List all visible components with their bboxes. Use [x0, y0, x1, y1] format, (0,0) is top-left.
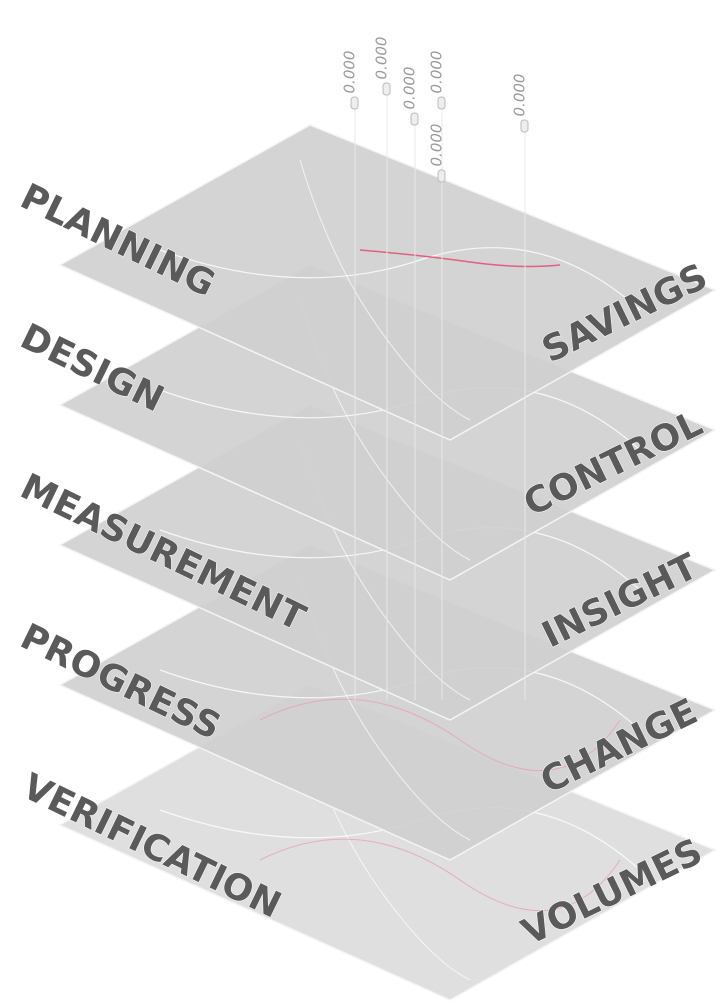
map-roads — [159, 247, 641, 311]
marker-value: 0.000 — [341, 51, 359, 94]
pin-icon — [437, 169, 446, 183]
pin-icon — [410, 112, 419, 126]
pin-icon — [520, 119, 529, 133]
river-top — [359, 249, 561, 268]
pin-icon — [437, 96, 446, 110]
pins: 0.000 0.000 0.000 0.000 0.000 0.000 — [341, 37, 529, 700]
map-layer — [58, 684, 717, 1001]
map-rivers — [259, 838, 621, 911]
marker-value: 0.000 — [401, 67, 419, 110]
pin-icon — [382, 82, 391, 96]
pin-icon — [350, 96, 359, 110]
marker-value: 0.000 — [428, 51, 446, 94]
map-layer — [58, 544, 717, 861]
map-rivers — [259, 698, 621, 771]
marker-value: 0.000 — [373, 37, 391, 80]
marker-value: 0.000 — [428, 124, 446, 167]
marker-value: 0.000 — [511, 74, 529, 117]
